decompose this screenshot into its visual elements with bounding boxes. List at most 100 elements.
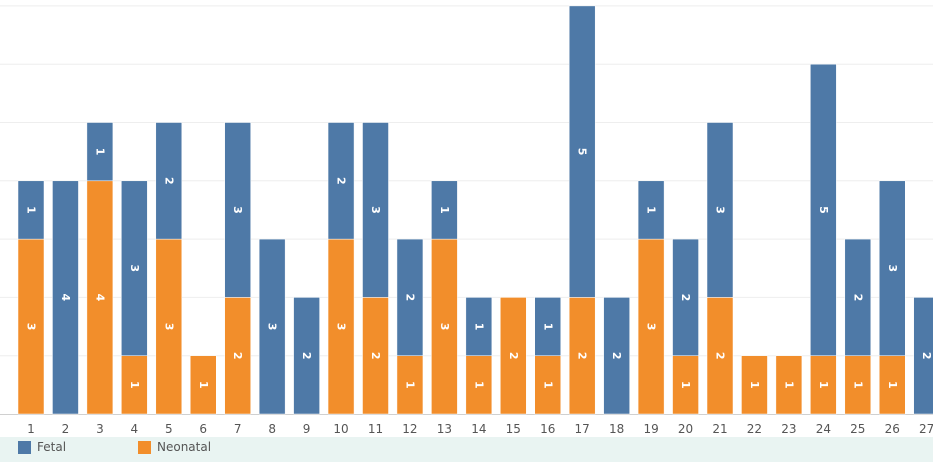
bar-fetal-16 [534,297,561,356]
x-tick-label: 23 [781,422,796,436]
bar-neonatal-13 [431,238,458,415]
bar-neonatal-24 [810,355,837,415]
data-label: 3 [266,323,279,331]
x-tick-label: 5 [165,422,173,436]
bar-neonatal-12 [396,355,424,415]
data-label: 2 [335,177,348,185]
bar-neonatal-19 [637,238,665,415]
bar-neonatal-22 [741,355,768,415]
bar-fetal-2 [52,180,79,415]
data-label: 1 [472,323,485,331]
bar-neonatal-23 [775,355,803,415]
bar-neonatal-7 [224,297,251,415]
data-label: 3 [438,323,451,331]
bar-neonatal-14 [465,355,493,415]
legend-label-neonatal: Neonatal [157,440,212,454]
bar-fetal-7 [224,122,251,298]
bar-fetal-8 [258,238,286,415]
bar-fetal-27 [913,297,933,415]
data-label: 2 [403,294,416,302]
data-label: 4 [93,294,106,302]
data-label: 3 [335,323,348,331]
data-label: 3 [645,323,658,331]
data-label: 1 [93,148,106,156]
data-label: 1 [403,381,416,389]
bar-fetal-14 [465,297,493,356]
data-label: 1 [438,206,451,214]
data-label: 3 [231,206,244,214]
legend-label-fetal: Fetal [37,440,67,454]
bar-neonatal-10 [327,238,355,415]
legend-swatch-neonatal [138,440,151,454]
legend: Fetal Neonatal [0,437,933,462]
data-label: 2 [369,352,382,360]
data-label: 2 [300,352,313,360]
data-label: 1 [128,381,141,389]
x-tick-label: 12 [402,422,417,436]
bar-neonatal-16 [534,355,561,415]
bar-neonatal-25 [844,355,872,415]
stacked-bar-chart: 3114241313432516237382932102311121231131… [0,5,933,436]
data-label: 1 [782,381,795,389]
data-label: 2 [576,352,589,360]
legend-item-neonatal[interactable]: Neonatal [138,440,211,454]
data-label: 2 [920,352,933,360]
bar-fetal-1 [17,180,45,240]
data-label: 1 [886,381,899,389]
data-label: 2 [851,294,864,302]
legend-item-fetal[interactable]: Fetal [18,440,66,454]
x-tick-label: 2 [62,422,70,436]
x-tick-label: 3 [96,422,104,436]
bar-neonatal-3 [86,180,114,415]
x-tick-label: 18 [609,422,624,436]
x-tick-label: 13 [437,422,452,436]
bar-fetal-9 [293,297,320,415]
bar-neonatal-5 [155,238,183,415]
data-label: 1 [851,381,864,389]
bar-neonatal-11 [362,297,389,415]
bar-fetal-10 [327,122,355,240]
data-label: 1 [817,381,830,389]
bar-neonatal-26 [879,355,906,415]
x-tick-label: 6 [199,422,207,436]
bar-fetal-24 [810,63,837,356]
data-label: 2 [231,352,244,360]
x-tick-label: 7 [234,422,242,436]
data-label: 2 [610,352,623,360]
bar-neonatal-20 [672,355,699,415]
data-label: 4 [59,294,72,302]
bar-fetal-3 [86,122,114,182]
bar-fetal-20 [672,238,699,356]
bar-fetal-4 [121,180,148,356]
data-label: 2 [714,352,727,360]
x-tick-label: 15 [506,422,521,436]
data-label: 1 [541,323,554,331]
bar-fetal-26 [879,180,906,356]
bar-fetal-25 [844,238,872,356]
bar-neonatal-17 [568,297,596,415]
x-tick-label: 19 [643,422,658,436]
x-tick-label: 27 [919,422,933,436]
bar-neonatal-1 [17,238,45,415]
x-tick-label: 9 [303,422,311,436]
data-label: 1 [25,206,38,214]
data-label: 1 [197,381,210,389]
data-label: 3 [714,206,727,214]
data-label: 3 [128,264,141,272]
x-tick-label: 25 [850,422,865,436]
x-tick-label: 14 [471,422,486,436]
bar-fetal-11 [362,122,389,298]
data-label: 3 [886,264,899,272]
data-label: 3 [369,206,382,214]
x-tick-label: 4 [131,422,139,436]
data-label: 5 [817,206,830,214]
x-tick-label: 21 [712,422,727,436]
x-tick-label: 8 [268,422,276,436]
data-label: 1 [748,381,761,389]
bar-neonatal-21 [706,297,734,415]
x-tick-label: 24 [816,422,831,436]
x-tick-label: 22 [747,422,762,436]
bar-fetal-21 [706,122,734,298]
legend-swatch-fetal [18,440,31,454]
x-tick-label: 16 [540,422,555,436]
